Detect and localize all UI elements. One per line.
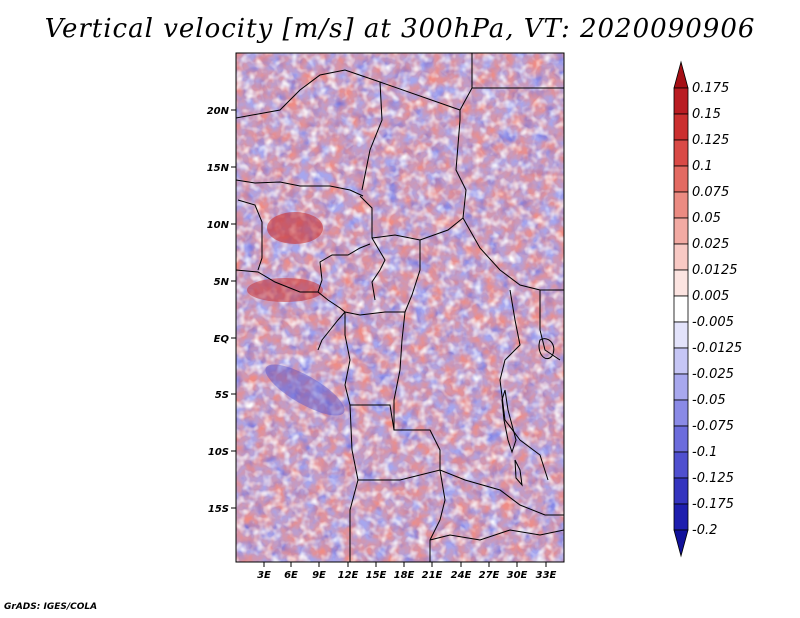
colorbar-label: 0.0125 [692,263,738,278]
lon-label: 33E [536,570,557,581]
map-title: Vertical velocity [m/s] at 300hPa, VT: 2… [44,14,756,44]
colorbar-label: -0.0125 [692,341,742,356]
colorbar: 0.175 0.15 0.125 0.1 0.075 0.05 0.025 0.0125 0.0… [673,60,742,558]
lat-label: 10N [207,220,230,231]
lon-label: 27E [479,570,500,581]
lon-label: 15E [366,570,387,581]
colorbar-swatch [673,191,689,219]
velocity-field [236,53,564,562]
colorbar-swatch [673,321,689,349]
colorbar-label: 0.025 [692,237,729,252]
colorbar-swatch [673,217,689,245]
lon-label: 6E [284,570,298,581]
colorbar-swatch [673,243,689,271]
colorbar-label: -0.175 [692,497,734,512]
colorbar-swatch [673,139,689,167]
colorbar-label: -0.005 [692,315,734,330]
colorbar-swatch [673,503,689,531]
lon-label: 30E [507,570,528,581]
colorbar-label: 0.125 [692,133,729,148]
colorbar-swatch [673,451,689,479]
colorbar-label: -0.1 [692,445,717,460]
lat-label: EQ [214,334,230,345]
colorbar-label: -0.2 [692,523,717,538]
colorbar-swatch [673,295,689,323]
lon-axis [263,562,547,567]
colorbar-label: 0.15 [692,107,721,122]
colorbar-label: -0.125 [692,471,734,486]
colorbar-swatch [673,399,689,427]
lon-label: 18E [394,570,415,581]
lat-label: 10S [208,447,229,458]
lat-label: 20N [207,106,230,117]
lakes [501,338,555,487]
colorbar-swatch [673,269,689,297]
lon-label: 12E [338,570,359,581]
lat-label: 15N [207,163,230,174]
colorbar-swatch [673,529,689,558]
country-borders [236,53,564,562]
lon-label: 3E [257,570,271,581]
lat-label: 5S [215,390,229,401]
colorbar-label: 0.175 [692,81,729,96]
lat-label: 15S [208,504,229,515]
map-frame [235,52,565,563]
lon-label: 21E [422,570,443,581]
colorbar-label: 0.005 [692,289,729,304]
lat-label: 5N [214,277,230,288]
colorbar-swatch [673,425,689,453]
lat-axis [231,109,236,509]
colorbar-label: -0.025 [692,367,734,382]
colorbar-swatch [673,60,689,89]
colorbar-label: 0.05 [692,211,721,226]
colorbar-swatch [673,347,689,375]
colorbar-label: 0.075 [692,185,729,200]
colorbar-swatch [673,373,689,401]
colorbar-label: -0.075 [692,419,734,434]
colorbar-swatch [673,165,689,193]
grads-credit: GrADS: IGES/COLA [4,602,98,612]
colorbar-swatch [673,113,689,141]
colorbar-label: 0.1 [692,159,713,174]
colorbar-swatch [673,87,689,115]
colorbar-swatch [673,477,689,505]
colorbar-label: -0.05 [692,393,726,408]
lon-label: 24E [451,570,472,581]
lon-label: 9E [312,570,326,581]
